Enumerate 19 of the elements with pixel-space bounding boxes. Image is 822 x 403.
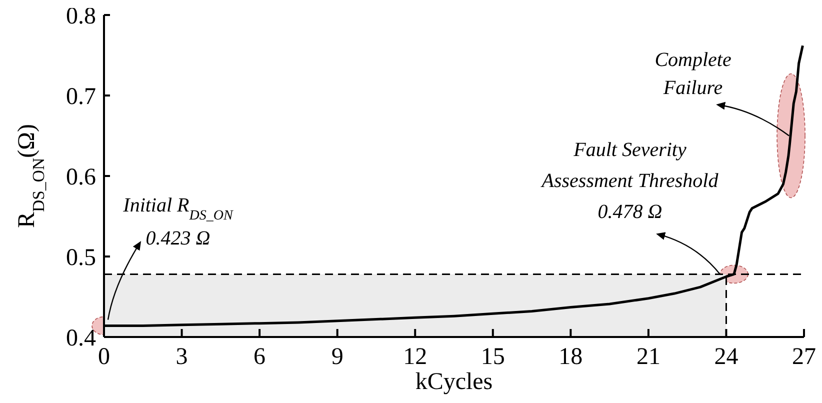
- x-axis-title: kCycles: [415, 369, 493, 395]
- x-tick-label: 24: [714, 344, 738, 370]
- y-tick-label: 0.7: [66, 84, 96, 110]
- x-tick-label: 18: [558, 344, 583, 370]
- y-tick-label: 0.4: [66, 326, 96, 352]
- x-tick-label: 3: [176, 344, 188, 370]
- y-tick-label: 0.8: [66, 4, 96, 30]
- x-tick-label: 9: [331, 344, 344, 370]
- x-tick-label: 27: [792, 344, 816, 370]
- y-tick-label: 0.5: [66, 245, 96, 272]
- x-tick-label: 0: [98, 344, 110, 370]
- annotation: Fault Severity Assessment Threshold 0.478 Ω: [540, 139, 720, 224]
- annotation: Initial R$_{DS_ON}$ 0.423 Ω: [122, 194, 234, 250]
- x-tick-label: 15: [480, 344, 505, 370]
- annotation: Complete Failure: [654, 48, 732, 99]
- x-tick-label: 6: [254, 344, 266, 370]
- x-tick-label: 12: [403, 344, 428, 370]
- y-tick-label: 0.6: [66, 164, 96, 191]
- x-tick-label: 21: [636, 344, 660, 370]
